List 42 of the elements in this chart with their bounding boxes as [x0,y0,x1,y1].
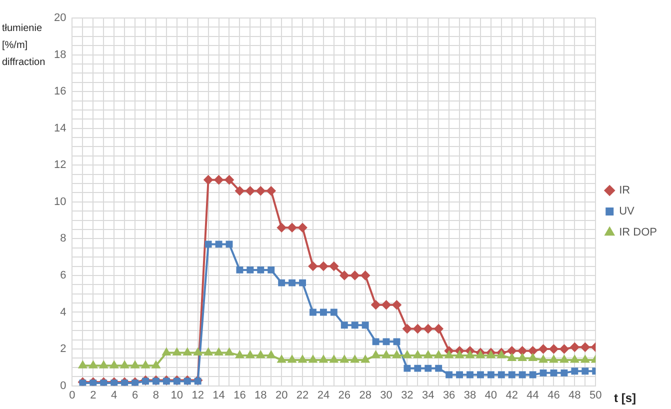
x-tick-label: 2 [90,389,96,402]
y-tick-label: 18 [54,48,66,61]
x-tick-label: 20 [275,389,288,402]
x-tick-label: 8 [152,389,160,402]
y-tick-label: 0 [60,380,66,392]
y-tick-label: 16 [54,86,66,98]
y-tick-label: 8 [60,232,66,245]
x-tick-label: 34 [422,389,434,402]
x-tick-label: 22 [296,389,309,402]
x-tick-label: 30 [380,389,392,402]
legend-label: IR [619,184,630,197]
x-tick-label: 6 [132,389,138,402]
x-tick-label: 42 [506,389,518,402]
x-tick-label: 36 [442,389,456,402]
y-tick-label: 2 [60,343,66,356]
x-tick-label: 12 [192,389,204,402]
x-tick-label: 18 [254,389,267,402]
x-tick-label: 24 [317,389,330,402]
x-tick-label: 4 [111,389,118,402]
y-tick-label: 20 [54,12,66,24]
x-tick-label: 46 [548,389,560,402]
y-axis-title: tłumienie [%/m] diffraction [2,22,46,70]
x-tick-label: 0 [69,389,76,402]
y-tick-label: 14 [54,122,66,134]
x-tick-label: 28 [359,389,372,402]
x-tick-label: 50 [589,389,602,402]
x-tick-label: 44 [526,389,539,402]
x-axis-title: t [s] [614,391,636,405]
x-tick-label: 38 [464,389,476,402]
x-tick-label: 14 [212,389,225,402]
x-tick-label: 10 [170,389,184,402]
x-tick-label: 40 [484,389,498,402]
x-tick-label: 32 [401,389,414,402]
x-tick-label: 26 [338,389,351,402]
y-tick-label: 12 [54,159,66,172]
y-tick-label: 4 [60,306,66,318]
y-tick-label: 6 [60,269,66,282]
x-tick-label: 48 [568,389,581,402]
legend-label: UV [619,206,636,218]
y-tick-label: 10 [54,196,66,208]
legend-label: IR DOP [619,226,658,239]
x-tick-label: 16 [234,389,246,402]
